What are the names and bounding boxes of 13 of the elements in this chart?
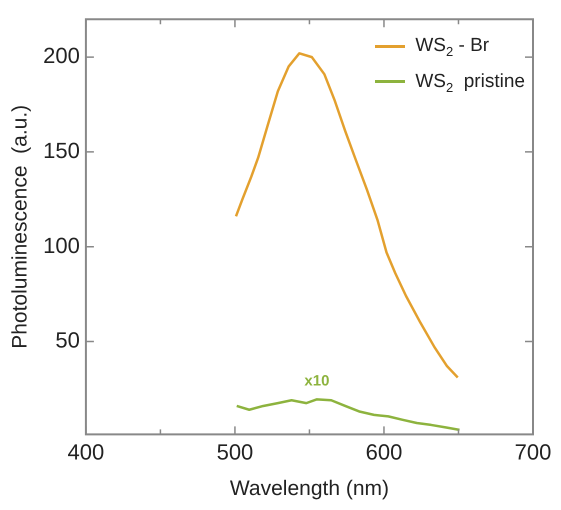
legend-label: WS$_{2}$ - Br (415, 35, 490, 59)
y-tick-label: 200 (43, 43, 80, 68)
x-tick-label: 400 (68, 440, 104, 465)
annotation: x10 (304, 372, 330, 390)
x-tick-label: 700 (514, 440, 552, 465)
x-tick-label: 600 (366, 440, 402, 465)
x-tick-label: 500 (216, 440, 254, 465)
y-tick-label: 100 (43, 232, 80, 258)
legend-label: WS$_{2}$ pristine (415, 70, 525, 95)
y-axis-title: Photoluminescence (a.u.) (8, 104, 32, 349)
y-tick-label: 50 (55, 328, 80, 353)
x-axis-title: Wavelength (nm) (230, 477, 390, 500)
y-tick-label: 150 (43, 138, 80, 163)
